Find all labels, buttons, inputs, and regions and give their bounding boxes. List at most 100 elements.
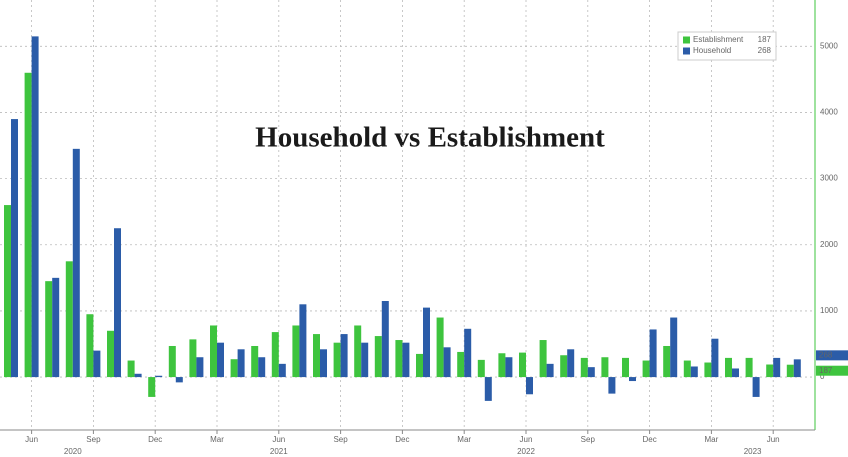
last-value-tag: [816, 365, 848, 376]
bar: [134, 373, 142, 378]
bar: [580, 357, 588, 378]
bar: [464, 328, 472, 378]
bar: [278, 363, 286, 378]
legend-swatch: [683, 36, 690, 44]
bar: [24, 72, 32, 378]
bar: [107, 330, 114, 378]
y-tick-label: 3000: [820, 174, 838, 183]
legend: Establishment 187 Household 268: [677, 31, 777, 61]
bar: [189, 339, 197, 378]
bar: [477, 359, 485, 378]
bar: [745, 357, 753, 378]
bar: [752, 377, 760, 397]
legend-box: [677, 31, 777, 61]
bar: [443, 347, 451, 378]
bar: [127, 360, 135, 378]
bar: [649, 329, 657, 378]
y-tick-label: 1000: [820, 306, 838, 315]
x-year-label: 2023: [744, 447, 762, 456]
bar: [683, 360, 691, 378]
x-year-label: 2021: [270, 447, 288, 456]
bar: [292, 325, 300, 378]
bar: [148, 377, 156, 397]
bar: [498, 353, 506, 378]
bar: [271, 332, 279, 378]
bar: [395, 340, 403, 378]
bar: [567, 349, 575, 378]
bar: [663, 345, 671, 378]
bar: [670, 317, 678, 378]
bar: [52, 277, 60, 378]
bar: [114, 228, 121, 378]
bar: [86, 314, 94, 378]
legend-label: Establishment: [693, 35, 744, 44]
x-tick-label: Mar: [210, 435, 224, 444]
bar: [168, 345, 176, 378]
x-tick-label: Dec: [148, 435, 162, 444]
bar: [4, 205, 11, 378]
bar: [505, 357, 513, 378]
y-tick-label: 5000: [820, 41, 838, 50]
x-tick-label: Sep: [581, 435, 596, 444]
y-tick-label: 2000: [820, 240, 838, 249]
bar: [587, 367, 595, 378]
x-year-label: 2020: [64, 447, 82, 456]
bar: [423, 307, 430, 378]
bar: [72, 148, 80, 378]
last-value-label: 268: [819, 350, 833, 359]
x-tick-label: Dec: [642, 435, 656, 444]
bar: [320, 349, 327, 378]
bar: [251, 345, 259, 378]
bar: [786, 364, 794, 378]
y-tick-label: 4000: [820, 108, 838, 117]
x-tick-label: Jun: [520, 435, 533, 444]
x-tick-label: Jun: [272, 435, 285, 444]
x-tick-label: Mar: [457, 435, 471, 444]
bar: [299, 304, 307, 378]
bar: [217, 342, 224, 378]
last-value-tag: [816, 350, 848, 361]
bar: [732, 368, 739, 378]
x-year-label: 2022: [517, 447, 535, 456]
bar: [622, 357, 629, 378]
x-tick-label: Dec: [395, 435, 409, 444]
chart-title: Household vs Establishment: [255, 122, 605, 154]
bar: [258, 357, 266, 378]
bar: [526, 377, 533, 395]
bar: [608, 377, 616, 394]
bar: [31, 36, 39, 378]
bar: [766, 364, 774, 378]
bar: [354, 325, 362, 378]
bar: [725, 357, 732, 378]
bar: [237, 349, 245, 378]
x-tick-label: Sep: [333, 435, 348, 444]
bar: [711, 338, 719, 378]
bar: [196, 357, 204, 378]
bar: [230, 359, 238, 378]
bar: [546, 363, 554, 378]
bar: [361, 342, 369, 378]
last-value-label: 187: [819, 366, 833, 375]
bar: [539, 340, 547, 378]
legend-label: Household: [693, 46, 731, 55]
legend-swatch: [683, 47, 690, 55]
bar: [773, 357, 781, 378]
bar: [601, 357, 609, 378]
legend-value: 268: [758, 46, 772, 55]
bar: [93, 350, 101, 378]
bar: [704, 362, 712, 378]
bar: [436, 317, 444, 378]
bar: [333, 342, 341, 378]
x-tick-label: Jun: [25, 435, 38, 444]
x-tick-label: Mar: [705, 435, 719, 444]
bar: [560, 355, 568, 378]
bar: [457, 351, 465, 378]
bar: [642, 360, 650, 378]
bar: [340, 334, 348, 378]
bar: [175, 377, 183, 383]
y-tick-label: 0: [820, 372, 825, 381]
bar: [484, 377, 492, 401]
bar: [155, 375, 163, 378]
